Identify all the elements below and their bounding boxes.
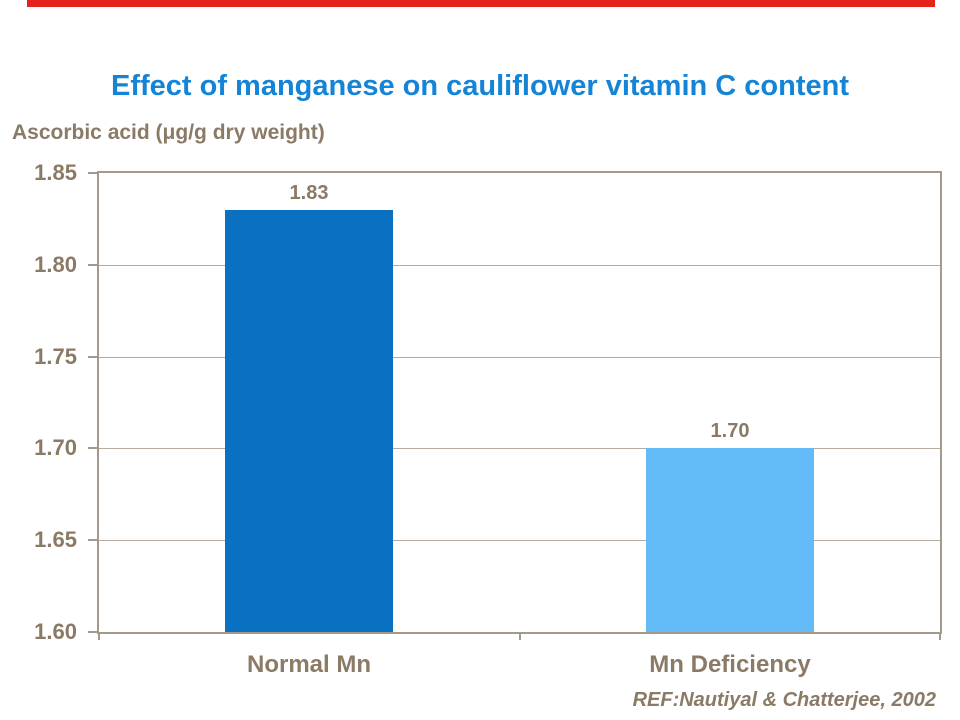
y-axis-title: Ascorbic acid (μg/g dry weight) [12,121,325,144]
chart-title: Effect of manganese on cauliflower vitam… [110,70,849,102]
x-category-label: Mn Deficiency [649,651,811,678]
y-tick-mark [88,172,97,174]
y-tick-mark [88,539,97,541]
y-tick-label: 1.60 [34,619,77,644]
y-tick-label: 1.70 [34,435,77,460]
gridline [99,265,940,266]
bar-mn-deficiency [646,448,814,632]
y-tick-mark [88,356,97,358]
reference-citation: REF:Nautiyal & Chatterjee, 2002 [632,689,936,711]
gridline [99,357,940,358]
bar-normal-mn [225,210,393,632]
y-tick-mark [88,631,97,633]
y-tick-label: 1.75 [34,344,77,369]
x-category-label: Normal Mn [246,651,371,678]
y-tick-mark [88,447,97,449]
y-tick-label: 1.85 [34,160,77,185]
bar-value-label: 1.70 [710,420,750,442]
x-tick-mark [939,632,941,640]
plot-area: 1.85 1.80 1.75 1.70 1.65 1.60 1.83 Normal Mn 1.7… [34,160,942,678]
y-tick-label: 1.65 [34,527,77,552]
bar-value-label: 1.83 [289,182,329,204]
x-tick-mark [98,632,100,640]
y-tick-label: 1.80 [34,252,77,277]
y-tick-mark [88,264,97,266]
gridline [99,540,940,541]
gridline [99,448,940,449]
x-tick-mark [518,632,521,640]
top-accent-bar [27,0,935,7]
